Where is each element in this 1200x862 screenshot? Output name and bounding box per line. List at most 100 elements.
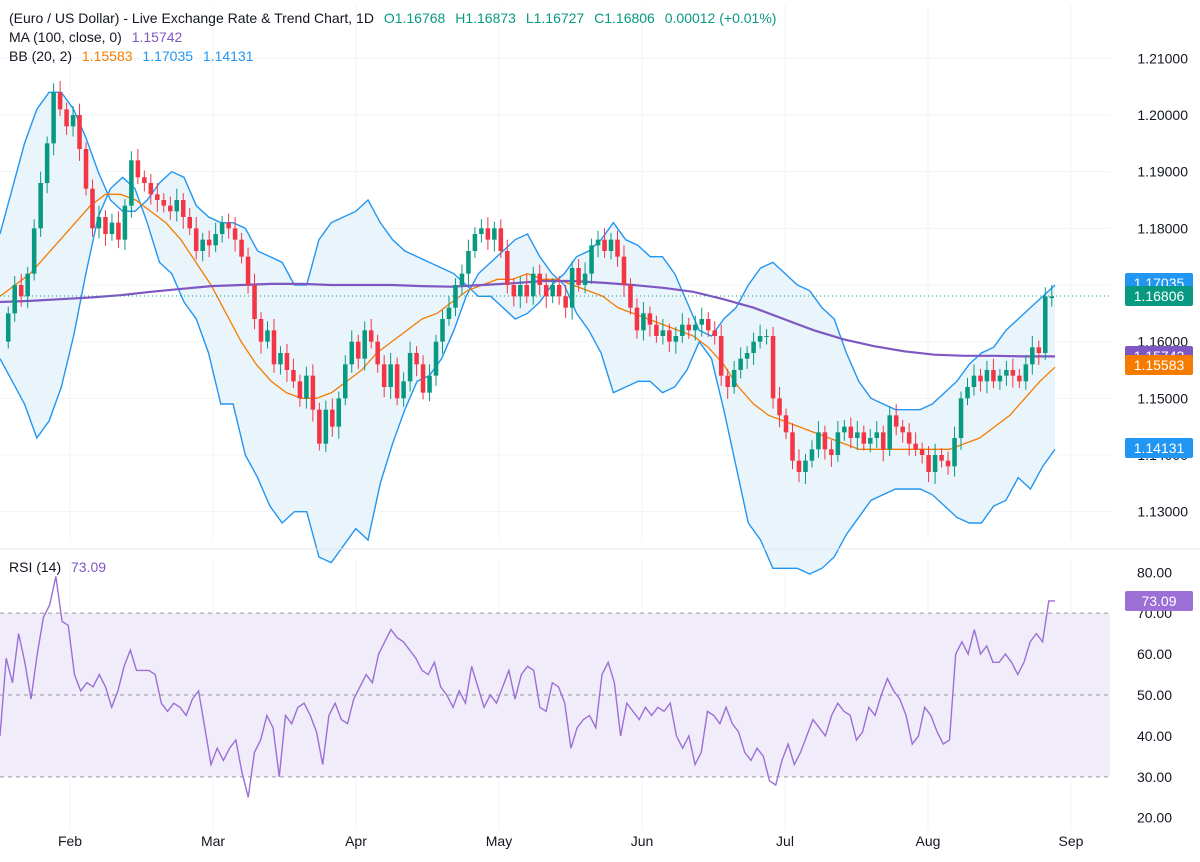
bollinger-bands [0,91,1056,575]
candle-body [90,188,95,229]
candle-body [414,353,419,365]
bb-basis-value: 1.15583 [81,48,133,64]
candle-body [595,239,601,246]
candle-body [848,426,854,438]
candle-body [764,336,769,337]
candle-body [446,307,452,319]
candle-body [589,245,594,274]
bb-legend: BB (20, 2) 1.15583 1.17035 1.14131 [9,47,260,65]
candle-body [466,251,471,274]
candle-body [751,341,756,353]
header-legend: (Euro / US Dollar) - Live Exchange Rate … [9,9,782,27]
bb-lower-tag: 1.14131 [1125,437,1193,458]
candle-body [518,285,523,297]
rsi-legend-value: 73.09 [71,559,107,575]
candle-body [965,387,970,399]
candle-body [1017,375,1022,382]
x-tick-label: Jun [631,833,654,849]
candle-body [654,324,659,336]
candle-body [472,234,478,251]
price-tick-label: 1.15000 [1137,390,1188,406]
candle-body [952,438,957,467]
candle-body [712,330,717,336]
candle-body [790,432,795,461]
price-tick-label: 1.13000 [1137,504,1188,520]
candle-body [530,273,536,297]
candle-body [355,341,361,359]
price-tick-label: 1.19000 [1137,164,1188,180]
bb-upper-line [0,91,1056,411]
candle-body [206,239,212,246]
bb-upper-value: 1.17035 [142,48,194,64]
high-value: H1.16873 [455,10,516,26]
candle-body [978,375,983,382]
candle-body [1043,296,1048,353]
candle-body [628,285,633,308]
candle-body [893,415,899,427]
candle-body [57,92,63,110]
candle-body [647,313,653,325]
candle-body [796,460,802,472]
candle-body [660,330,666,336]
candle-body [226,222,231,229]
candle-body [31,228,37,274]
bb-fill [0,92,1055,574]
price-tag: 1.16806 [1125,285,1193,306]
candle-body [187,217,192,229]
candle-body [634,307,640,331]
change-value: 0.00012 (+0.01%) [664,10,777,26]
candle-body [939,455,944,461]
candle-body [543,285,549,297]
candle-body [537,273,542,285]
candle-body [1036,347,1042,353]
candle-body [323,409,329,444]
candle-body [667,330,672,342]
candle-body [738,358,743,370]
x-tick-label: May [486,833,512,849]
rsi-tick-label: 60.00 [1137,646,1172,662]
candle-body [919,449,925,455]
price-tick-label: 1.16000 [1137,334,1188,350]
candle-body [200,239,205,251]
rsi-tick-label: 30.00 [1137,769,1172,785]
candle-body [492,228,497,240]
candle-body [278,353,283,365]
candle-body [576,268,581,285]
bb-lower-value: 1.14131 [202,48,254,64]
candle-body [83,149,89,189]
candle-body [388,364,393,387]
candle-body [304,375,309,399]
candle-body [511,285,517,297]
chart-title: (Euro / US Dollar) - Live Exchange Rate … [9,10,374,26]
candle-body [310,375,316,410]
candle-body [842,426,847,433]
candle-body [103,217,108,234]
candle-body [122,205,128,240]
candle-body [731,370,737,387]
rsi-tick-label: 80.00 [1137,564,1172,580]
x-tick-label: Aug [916,833,941,849]
candle-body [148,183,154,195]
bb-lower-line [0,176,1056,575]
candle-body [161,200,167,206]
bb-label: BB (20, 2) [9,48,73,64]
candle-body [1049,296,1055,299]
candle-body [991,370,996,382]
candle-body [362,330,367,359]
candle-body [70,115,76,127]
candle-body [621,256,627,285]
candle-body [155,194,160,200]
candle-body [1030,347,1035,365]
candle-body [822,432,828,450]
candle-body [142,177,147,183]
candle-body [744,353,750,359]
candle-body [375,341,380,365]
candle-body [803,460,808,472]
candle-body [343,364,348,399]
ma-label: MA (100, close, 0) [9,29,122,45]
candle-body [673,336,679,342]
candle-body [44,143,50,183]
candle-body [18,285,24,297]
candle-body [906,432,912,444]
candle-body [368,330,374,342]
